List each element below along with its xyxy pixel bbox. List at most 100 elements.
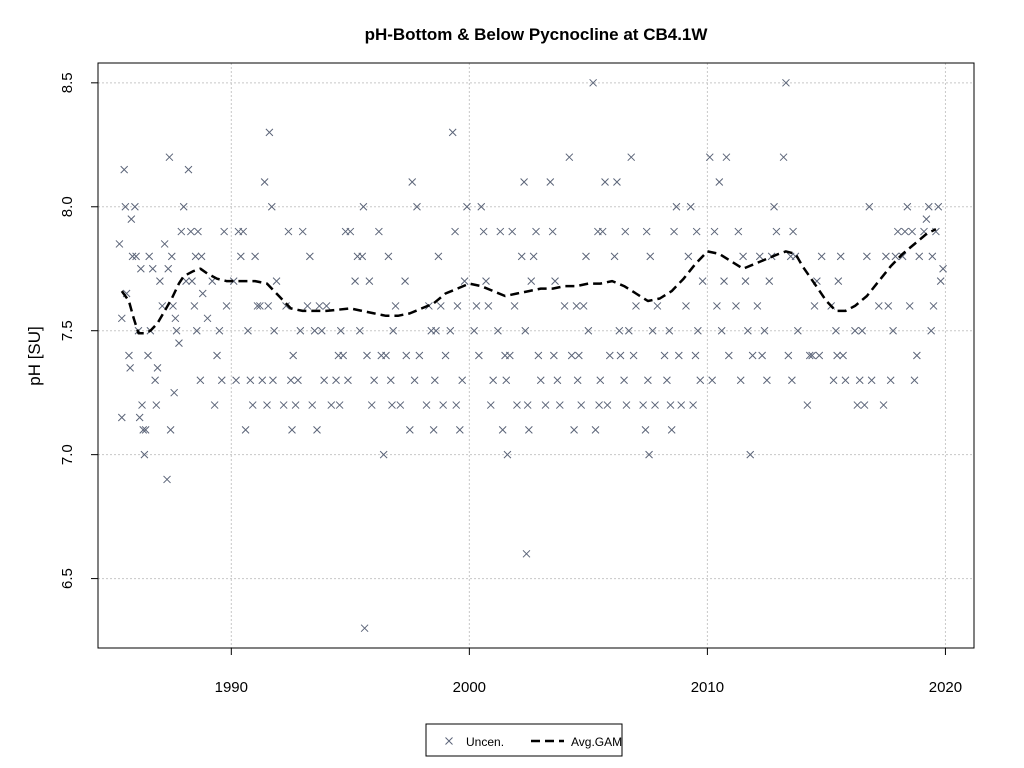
data-point: [836, 252, 845, 261]
data-point: [784, 351, 793, 360]
data-point: [139, 426, 148, 434]
data-point: [720, 277, 728, 285]
data-point: [408, 178, 417, 186]
data-point: [534, 351, 543, 360]
data-point: [179, 202, 188, 211]
data-point: [610, 252, 619, 261]
data-point: [289, 351, 298, 360]
data-point: [451, 227, 459, 236]
data-point: [360, 624, 369, 633]
data-point: [863, 252, 871, 261]
y-axis: 6.5 7.0 7.5 8.0 8.5: [59, 72, 98, 589]
data-point: [532, 227, 540, 236]
data-point: [484, 302, 493, 310]
data-point: [158, 302, 167, 310]
data-point: [498, 426, 507, 434]
data-point: [793, 326, 802, 335]
data-point: [441, 351, 450, 360]
data-point: [303, 302, 312, 310]
data-point: [482, 277, 490, 285]
data-point: [553, 376, 562, 385]
data-point: [648, 326, 657, 335]
data-point: [770, 202, 778, 211]
data-point: [629, 351, 638, 360]
data-point: [270, 326, 279, 335]
x-axis: 1990 2000 2010 2020: [215, 648, 962, 696]
data-point: [169, 302, 177, 310]
data-point: [929, 302, 938, 310]
data-point: [446, 326, 455, 335]
data-point: [577, 401, 586, 409]
data-point: [529, 252, 538, 261]
plot-area-border: [97, 62, 975, 649]
data-point: [860, 401, 869, 409]
data-point: [603, 401, 612, 409]
data-point: [320, 376, 328, 385]
data-point: [779, 153, 788, 162]
data-point: [620, 376, 628, 385]
data-point: [477, 202, 486, 211]
data-point: [384, 252, 393, 261]
data-point: [677, 401, 686, 409]
data-point: [171, 314, 180, 323]
data-point: [291, 401, 300, 409]
data-point: [222, 302, 231, 310]
data-point: [332, 376, 340, 385]
data-point: [163, 475, 171, 484]
data-point: [686, 202, 695, 211]
data-point: [267, 202, 276, 211]
data-point: [286, 376, 295, 385]
data-point: [541, 401, 550, 409]
data-point: [670, 227, 678, 236]
data-point: [615, 326, 624, 335]
data-point: [152, 401, 161, 409]
x-tick-label: 2020: [929, 679, 962, 696]
data-point: [879, 401, 888, 409]
data-point: [458, 376, 467, 385]
data-point: [126, 364, 134, 372]
data-point: [317, 326, 326, 335]
data-point: [405, 426, 414, 434]
data-point: [645, 450, 653, 459]
data-point: [131, 202, 139, 211]
data-point: [851, 326, 859, 335]
data-point: [624, 326, 633, 335]
data-point: [555, 401, 564, 409]
data-point: [734, 227, 743, 236]
data-point: [436, 302, 445, 310]
data-point: [135, 413, 144, 422]
data-point: [489, 376, 498, 385]
data-point: [186, 227, 195, 236]
data-point: [453, 302, 462, 310]
data-point: [646, 252, 655, 261]
data-point: [306, 252, 314, 261]
data-point: [479, 227, 488, 236]
data-point: [924, 202, 933, 211]
data-point: [591, 426, 600, 434]
data-point: [264, 302, 273, 310]
data-point: [327, 401, 336, 409]
data-point: [288, 426, 296, 434]
data-point: [475, 351, 483, 360]
data-point: [632, 302, 640, 310]
data-point: [145, 252, 154, 261]
data-point: [653, 302, 662, 310]
data-point: [613, 178, 621, 186]
data-point: [127, 215, 136, 224]
data-point: [151, 376, 159, 385]
x-tick-label: 2000: [453, 679, 486, 696]
data-point: [572, 302, 581, 310]
data-point: [138, 401, 146, 409]
data-point: [351, 277, 359, 285]
data-point: [198, 289, 207, 298]
data-point: [344, 376, 352, 385]
legend-x-marker: [445, 737, 453, 745]
data-point: [196, 376, 205, 385]
data-point: [322, 302, 331, 310]
data-point: [346, 227, 355, 236]
chart-title: pH-Bottom & Below Pycnocline at CB4.1W: [365, 25, 709, 44]
data-point: [455, 426, 464, 434]
data-point: [936, 277, 945, 285]
data-point: [573, 376, 582, 385]
data-point: [763, 376, 771, 385]
